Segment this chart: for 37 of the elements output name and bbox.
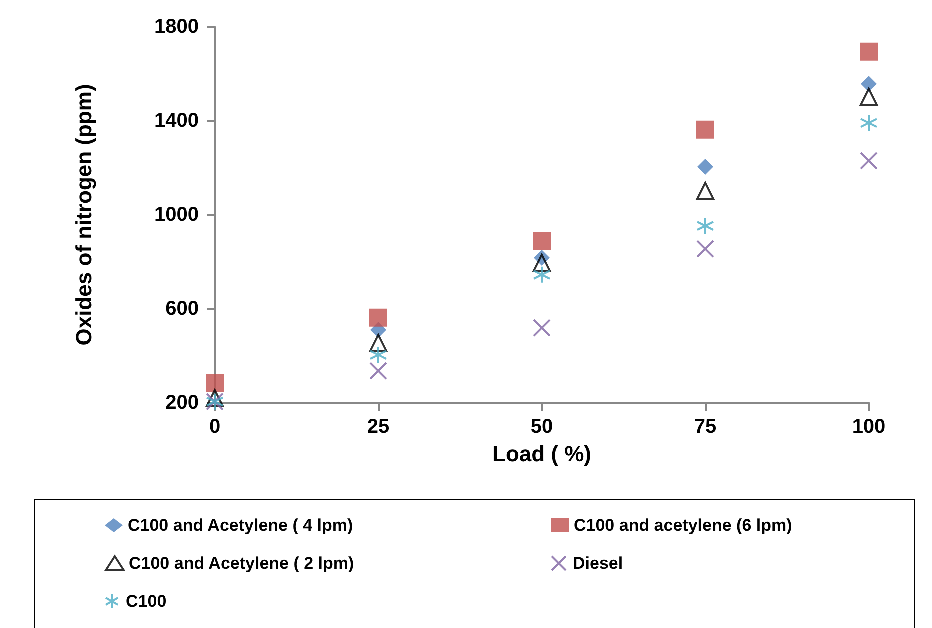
y-axis-title: Oxides of nitrogen (ppm) bbox=[72, 84, 96, 346]
point bbox=[533, 232, 551, 250]
point bbox=[206, 374, 224, 392]
legend-label: C100 and Acetylene ( 4 lpm) bbox=[128, 516, 354, 535]
point bbox=[696, 240, 714, 258]
point bbox=[696, 182, 714, 200]
y-tick-label: 1800 bbox=[154, 16, 199, 38]
x-tick-label: 0 bbox=[209, 416, 221, 438]
legend-label: Diesel bbox=[573, 554, 624, 573]
point bbox=[860, 88, 878, 106]
y-tick-label: 1400 bbox=[154, 110, 199, 132]
x-tick-label: 75 bbox=[694, 416, 717, 438]
point bbox=[533, 254, 551, 272]
legend-label: C100 and Acetylene ( 2 lpm) bbox=[129, 554, 354, 573]
x-tick-label: 50 bbox=[530, 416, 554, 438]
point bbox=[206, 389, 224, 408]
point bbox=[698, 159, 714, 176]
y-tick-label: 200 bbox=[166, 392, 199, 414]
point bbox=[860, 42, 878, 61]
x-tick-label: 25 bbox=[367, 416, 390, 438]
x-axis-title: Load ( %) bbox=[492, 442, 592, 466]
legend-label: C100 and acetylene (6 lpm) bbox=[574, 516, 792, 535]
point bbox=[860, 152, 878, 170]
y-tick-label: 1000 bbox=[154, 204, 199, 226]
legend-label: C100 bbox=[126, 592, 167, 611]
point bbox=[370, 308, 388, 327]
point bbox=[533, 266, 551, 284]
point bbox=[370, 362, 388, 380]
point bbox=[696, 217, 714, 236]
point bbox=[861, 76, 877, 92]
point bbox=[696, 120, 714, 139]
point bbox=[370, 346, 388, 364]
point bbox=[370, 334, 388, 352]
point bbox=[860, 114, 878, 132]
x-tick-label: 100 bbox=[852, 416, 886, 438]
y-tick-label: 600 bbox=[166, 298, 199, 320]
point bbox=[533, 319, 551, 338]
